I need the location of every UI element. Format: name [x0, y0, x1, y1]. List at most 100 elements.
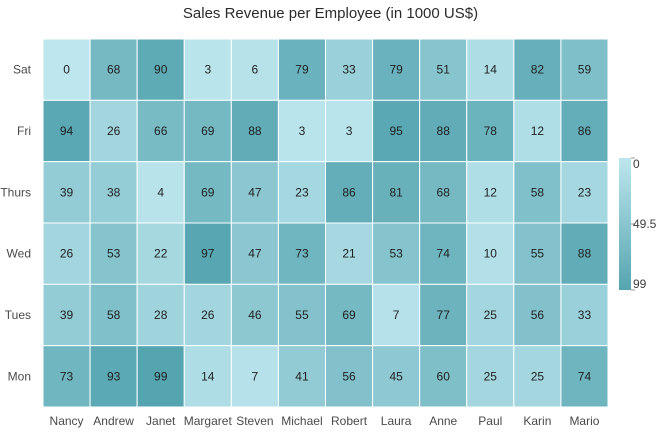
cell-label: 51 [437, 63, 451, 77]
heatmap-cell [560, 283, 609, 347]
cell-label: 14 [201, 369, 215, 383]
cell-label: 26 [107, 124, 121, 138]
legend-label: 49.5 [633, 217, 657, 231]
x-tick-label: Mario [569, 414, 599, 428]
cell-label: 95 [389, 124, 403, 138]
cell-label: 68 [107, 63, 121, 77]
x-tick-label: Karin [523, 414, 551, 428]
cell-label: 21 [342, 247, 356, 261]
cell-label: 68 [437, 185, 451, 199]
heatmap-cell [419, 38, 468, 101]
cell-label: 7 [393, 308, 400, 322]
cell-label: 33 [342, 63, 356, 77]
cell-label: 77 [437, 308, 451, 322]
heatmap-cell [419, 161, 468, 224]
heatmap-cell [89, 99, 138, 163]
heatmap-cell [89, 345, 138, 408]
heatmap-cell [419, 345, 468, 408]
cell-label: 90 [154, 63, 168, 77]
legend-label: 99 [633, 277, 647, 291]
x-tick-label: Margaret [184, 414, 233, 428]
cell-label: 79 [389, 63, 403, 77]
cell-label: 82 [531, 63, 545, 77]
cell-label: 58 [531, 185, 545, 199]
heatmap-cell [230, 38, 279, 101]
cell-label: 39 [60, 185, 74, 199]
cell-label: 81 [389, 185, 403, 199]
cell-label: 41 [295, 369, 309, 383]
cell-label: 12 [484, 185, 498, 199]
y-tick-label: Tues [5, 308, 31, 322]
heatmap-cell [325, 99, 374, 163]
heatmap-cell [372, 222, 421, 285]
cell-label: 69 [342, 308, 356, 322]
heatmap-cell [89, 222, 138, 285]
cell-label: 12 [531, 124, 545, 138]
cell-label: 78 [484, 124, 498, 138]
cell-label: 14 [484, 63, 498, 77]
heatmap-cell [466, 345, 515, 408]
cell-label: 46 [248, 308, 262, 322]
heatmap-cell [230, 283, 279, 347]
heatmap-cell [42, 222, 91, 285]
x-tick-label: Steven [236, 414, 273, 428]
heatmap-cell [89, 283, 138, 347]
cell-label: 93 [107, 369, 121, 383]
cell-label: 88 [578, 247, 592, 261]
y-tick-label: Mon [8, 369, 31, 383]
heatmap-cell [325, 161, 374, 224]
x-tick-label: Anne [429, 414, 457, 428]
cell-label: 74 [578, 369, 592, 383]
cell-label: 6 [252, 63, 259, 77]
y-tick-label: Sat [13, 63, 32, 77]
cell-label: 25 [531, 369, 545, 383]
heatmap-cell [560, 99, 609, 163]
heatmap-cell [513, 38, 562, 101]
cell-label: 73 [295, 247, 309, 261]
cell-label: 10 [484, 247, 498, 261]
heatmap-cell [372, 345, 421, 408]
x-tick-label: Laura [381, 414, 412, 428]
cell-label: 25 [484, 308, 498, 322]
cell-label: 59 [578, 63, 592, 77]
cell-label: 26 [201, 308, 215, 322]
heatmap-cell [230, 345, 279, 408]
heatmap-cell [277, 283, 326, 347]
cell-label: 66 [154, 124, 168, 138]
heatmap-cell [560, 38, 609, 101]
cell-label: 53 [389, 247, 403, 261]
x-tick-label: Robert [331, 414, 368, 428]
heatmap-cell [513, 345, 562, 408]
cell-label: 94 [60, 124, 74, 138]
cell-label: 25 [484, 369, 498, 383]
cell-label: 7 [252, 369, 259, 383]
cell-label: 38 [107, 185, 121, 199]
cell-label: 88 [248, 124, 262, 138]
heatmap-cell [325, 345, 374, 408]
heatmap-cell [372, 38, 421, 101]
heatmap-cell [136, 99, 185, 163]
cell-label: 74 [437, 247, 451, 261]
heatmap-cell [136, 161, 185, 224]
cell-label: 79 [295, 63, 309, 77]
x-tick-label: Andrew [93, 414, 134, 428]
cell-label: 56 [342, 369, 356, 383]
heatmap-cell [560, 222, 609, 285]
y-tick-label: Thurs [0, 185, 31, 199]
heatmap-cell [183, 161, 232, 224]
cell-label: 73 [60, 369, 74, 383]
heatmap-cell [466, 283, 515, 347]
heatmap-cell [277, 38, 326, 101]
legend-bar [619, 158, 631, 290]
heatmap-cell [136, 283, 185, 347]
cell-label: 47 [248, 185, 262, 199]
heatmap-cell [277, 99, 326, 163]
cell-label: 86 [578, 124, 592, 138]
x-tick-label: Paul [478, 414, 502, 428]
cell-label: 33 [578, 308, 592, 322]
heatmap-cell [513, 283, 562, 347]
cell-label: 55 [531, 247, 545, 261]
heatmap-cell [230, 222, 279, 285]
heatmap-cell [466, 161, 515, 224]
